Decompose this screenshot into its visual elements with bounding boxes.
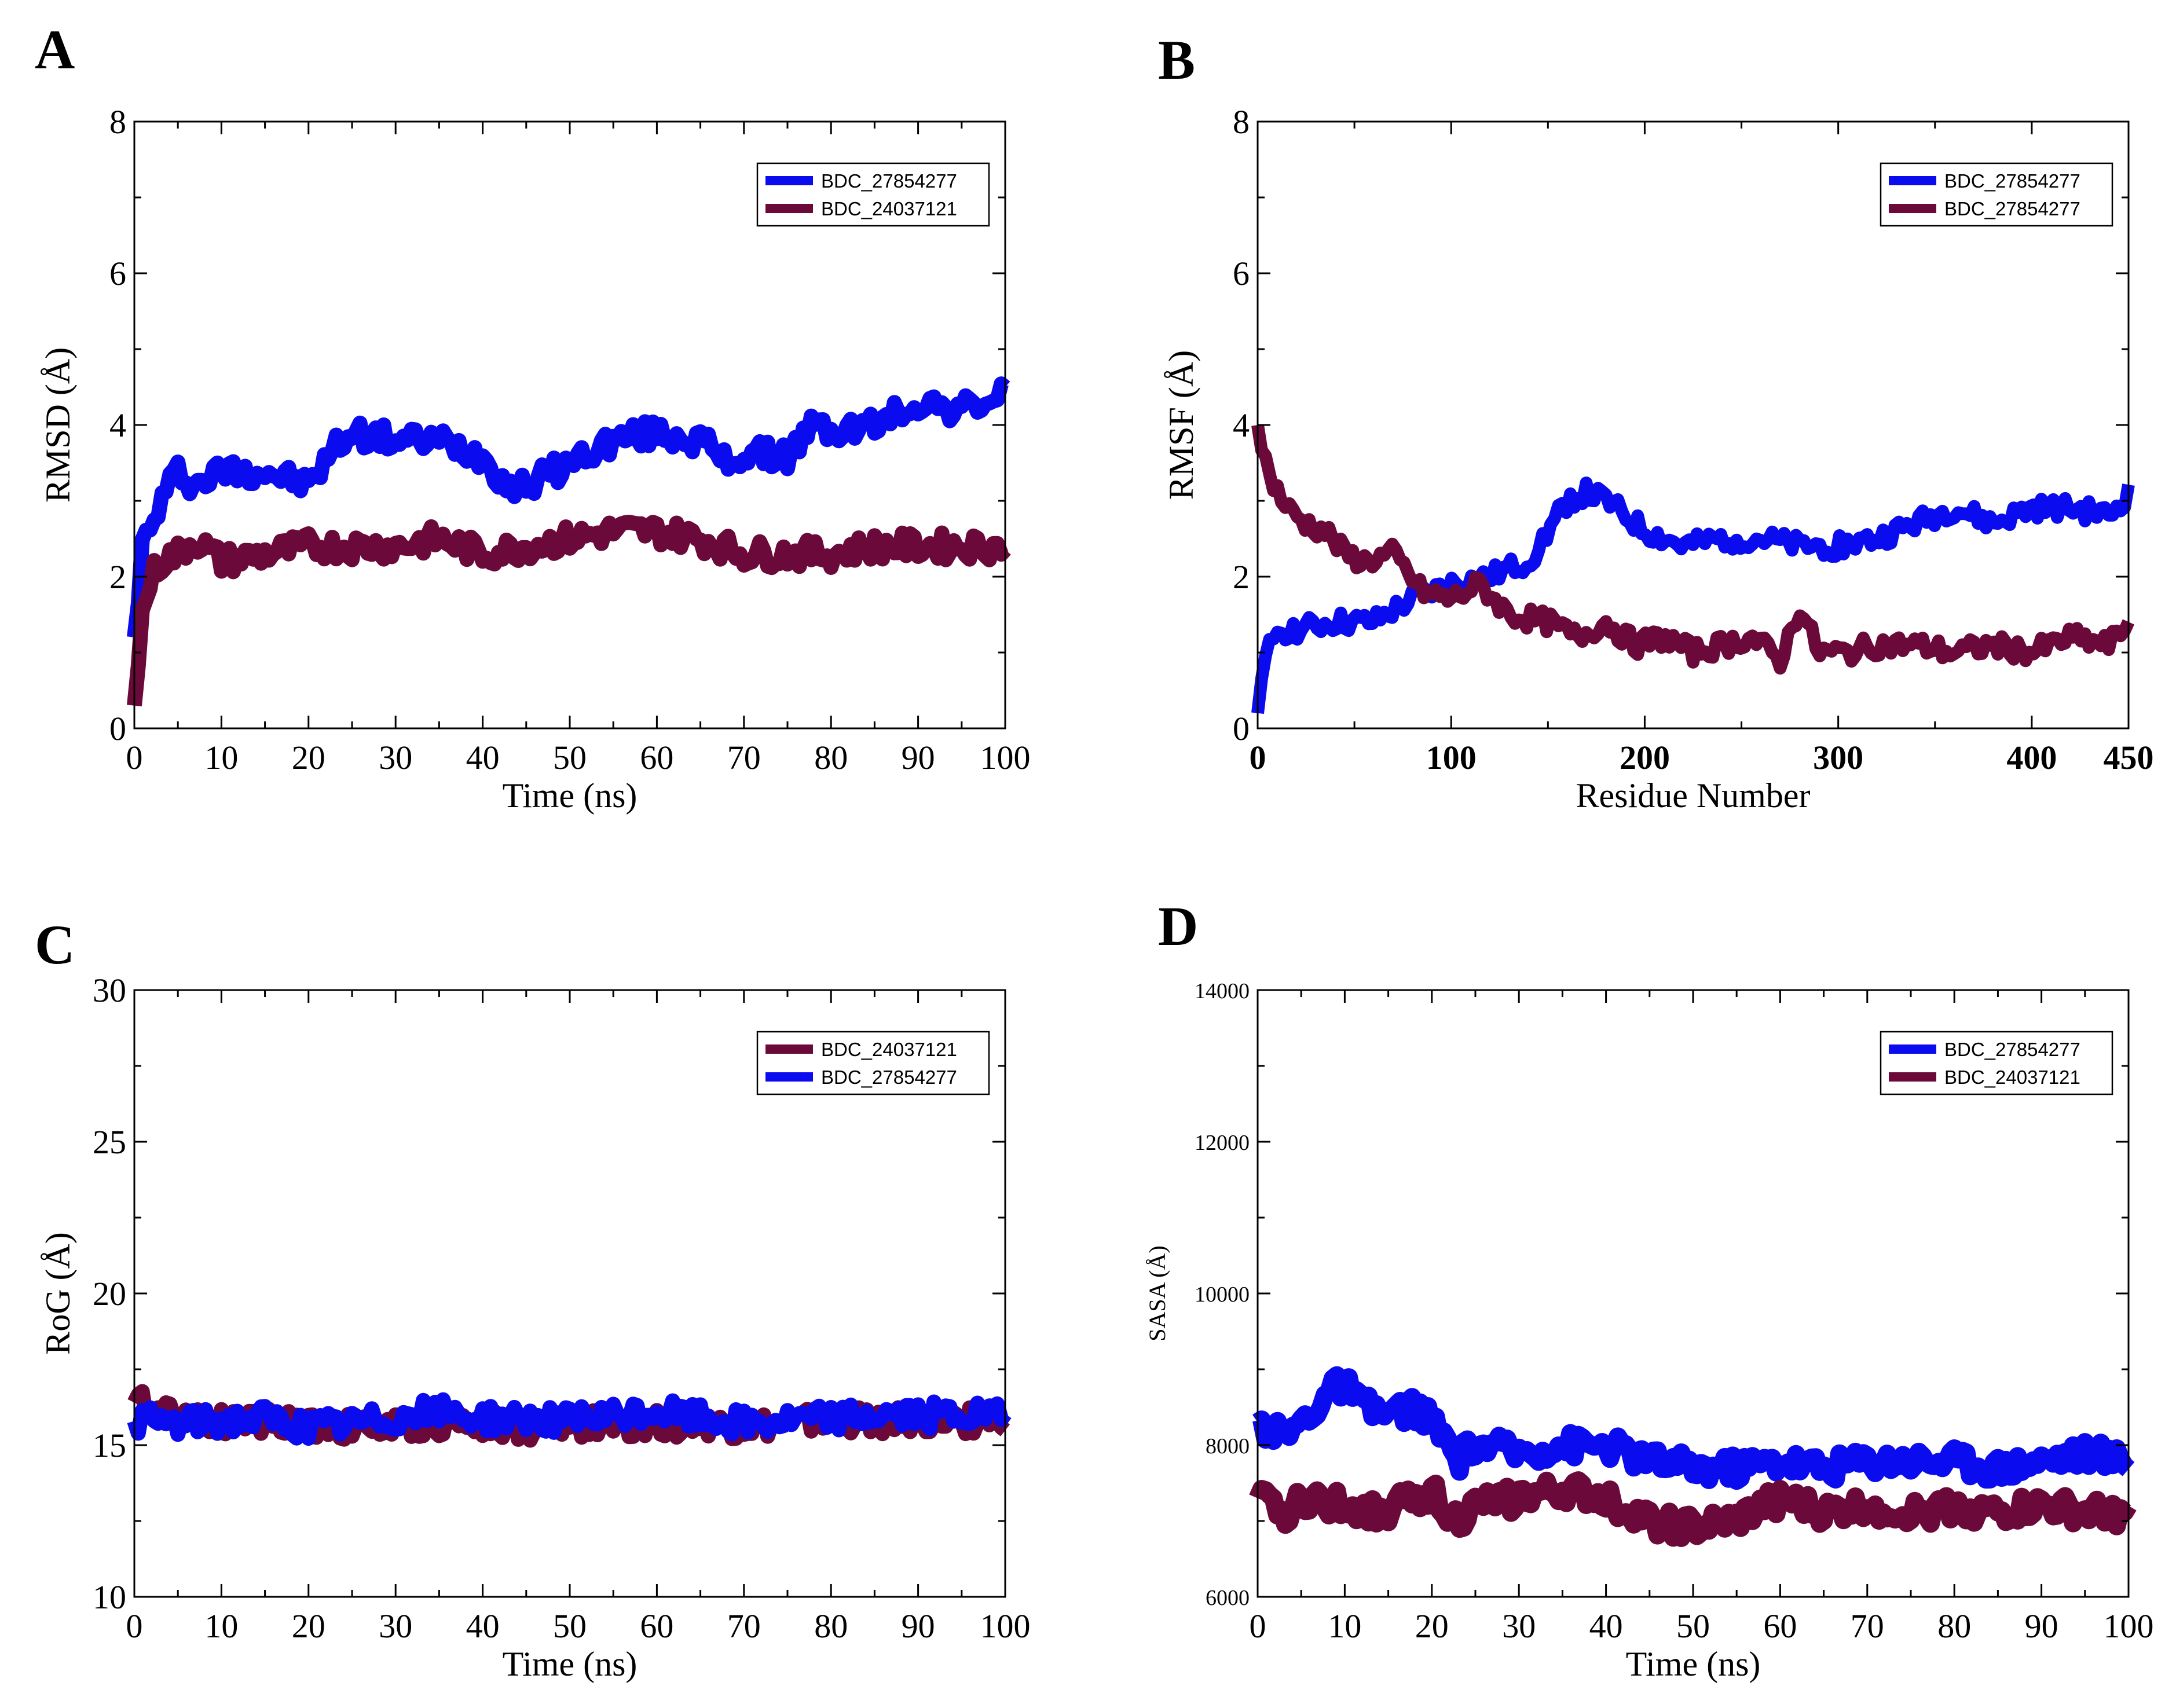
- panel-letter-c: C: [35, 914, 75, 976]
- panel-d-x-tick-label: 80: [1937, 1607, 1971, 1645]
- panel-c-x-tick-label: 40: [466, 1607, 500, 1645]
- panel-b-x-axis-title: Residue Number: [1576, 776, 1811, 815]
- panel-b-x-tick-label: 450: [2104, 739, 2154, 776]
- panel-c-x-tick-label: 10: [204, 1607, 238, 1645]
- panel-b-y-tick-label: 2: [1233, 558, 1250, 596]
- panel-a-x-tick-label: 100: [980, 739, 1031, 776]
- panel-d-y-tick-label: 10000: [1195, 1282, 1250, 1307]
- panel-c-x-axis-title: Time (ns): [503, 1645, 638, 1683]
- panel-c-x-tick-label: 20: [292, 1607, 325, 1645]
- panel-b-y-tick-label: 0: [1233, 710, 1250, 747]
- panel-b-rmsf: B 0 100 200 300 400 450 0 2 4 6 8 Residue Number RMS…: [1158, 29, 2154, 815]
- panel-c-legend-box: [756, 1031, 990, 1095]
- panel-b-x-tick-label: 200: [1620, 739, 1670, 776]
- panel-b-legend-label: BDC_27854277: [1944, 198, 2080, 219]
- panel-a-x-tick-label: 0: [126, 739, 143, 776]
- panel-b-y-tick-label: 4: [1233, 406, 1250, 444]
- panel-a-x-tick-label: 50: [553, 739, 587, 776]
- panel-d-legend-label: BDC_24037121: [1944, 1066, 2080, 1088]
- panel-d-x-axis-title: Time (ns): [1626, 1645, 1761, 1683]
- panel-d-x-tick-label: 70: [1851, 1607, 1884, 1645]
- panel-d-y-tick-label: 8000: [1206, 1434, 1250, 1458]
- panel-a-x-tick-label: 70: [727, 739, 761, 776]
- panel-a-x-tick-label: 90: [902, 739, 935, 776]
- panel-a-x-tick-label: 20: [292, 739, 325, 776]
- panel-a-y-tick-label: 6: [109, 255, 126, 292]
- panel-a-y-tick-label: 4: [109, 406, 126, 444]
- panel-a-x-tick-label: 80: [814, 739, 848, 776]
- panel-b-series-2-line: [1251, 424, 2135, 675]
- panel-a-x-tick-label: 60: [640, 739, 673, 776]
- panel-c-x-tick-label: 100: [980, 1607, 1031, 1645]
- panel-d-y-axis-title: SASA (Å): [1144, 1245, 1170, 1342]
- panel-c-x-tick-label: 70: [727, 1607, 761, 1645]
- panel-c-x-tick-label: 50: [553, 1607, 587, 1645]
- panel-d-y-tick-label: 12000: [1195, 1131, 1250, 1155]
- panel-c-y-tick-label: 20: [93, 1275, 126, 1313]
- panel-a-y-tick-label: 8: [109, 103, 126, 141]
- panel-c-x-tick-label: 90: [902, 1607, 935, 1645]
- panel-a-y-axis-title: RMSD (Å): [39, 347, 77, 503]
- panel-d-series-1-line: [1252, 1366, 2135, 1490]
- panel-a-y-tick-label: 0: [109, 710, 126, 747]
- panel-c-x-tick-label: 60: [640, 1607, 673, 1645]
- panel-letter-a: A: [35, 19, 75, 80]
- panel-letter-b: B: [1158, 29, 1195, 91]
- panel-a-legend-box: [756, 162, 990, 227]
- panel-d-legend: BDC_27854277 BDC_24037121: [1880, 1031, 2113, 1095]
- panel-d-x-tick-label: 90: [2025, 1607, 2058, 1645]
- panel-c-x-tick-label: 30: [379, 1607, 412, 1645]
- panel-d-x-tick-label: 60: [1763, 1607, 1797, 1645]
- panel-letter-d: D: [1158, 895, 1198, 957]
- panel-c-y-tick-label: 30: [93, 972, 126, 1009]
- panel-c-x-tick-label: 80: [814, 1607, 848, 1645]
- panel-a-x-tick-label: 10: [204, 739, 238, 776]
- panel-c-legend: BDC_24037121 BDC_27854277: [756, 1031, 990, 1095]
- panel-a-x-tick-label: 40: [466, 739, 500, 776]
- panel-c-y-axis-title: RoG (Å): [39, 1232, 77, 1355]
- panel-b-x-tick-label: 300: [1813, 739, 1863, 776]
- panel-c-legend-label: BDC_27854277: [821, 1066, 957, 1088]
- panel-d-x-tick-label: 40: [1589, 1607, 1623, 1645]
- panel-d-x-tick-label: 10: [1328, 1607, 1361, 1645]
- panel-b-y-axis-title: RMSF (Å): [1162, 350, 1200, 500]
- panel-c-y-tick-label: 15: [93, 1427, 126, 1464]
- panel-d-x-tick-label: 100: [2104, 1607, 2154, 1645]
- panel-d-legend-label: BDC_27854277: [1944, 1039, 2080, 1060]
- panel-d-x-tick-label: 20: [1415, 1607, 1449, 1645]
- panel-a-x-axis-title: Time (ns): [503, 776, 638, 815]
- panel-a-series-2-line: [127, 515, 1011, 706]
- panel-b-x-tick-label: 0: [1250, 739, 1266, 776]
- panel-b-legend-box: [1880, 162, 2113, 227]
- panel-d-series-2-line: [1249, 1471, 2137, 1547]
- panel-d-sasa: D 0 10 20 30 40 50 60 70 80 90 100 6000 8000 10000 120…: [1144, 895, 2154, 1683]
- panel-b-legend: BDC_27854277 BDC_27854277: [1880, 162, 2113, 227]
- panel-d-x-tick-label: 0: [1250, 1607, 1266, 1645]
- panel-a-rmsd: A 0 10 20 30 40 50 60 70 80 90 100 0 2 4 6 8 Time (ns) RM…: [35, 19, 1031, 815]
- panel-d-y-tick-label: 6000: [1206, 1586, 1250, 1610]
- panel-a-series-1-line: [127, 376, 1010, 639]
- panel-b-series-1-line: [1251, 477, 2135, 714]
- panel-a-x-tick-label: 30: [379, 739, 412, 776]
- panel-b-y-tick-label: 8: [1233, 103, 1250, 141]
- panel-d-x-tick-label: 50: [1676, 1607, 1710, 1645]
- panel-b-x-tick-label: 100: [1426, 739, 1477, 776]
- panel-c-y-tick-label: 10: [93, 1578, 126, 1616]
- panel-c-x-tick-label: 0: [126, 1607, 143, 1645]
- panel-a-legend: BDC_27854277 BDC_24037121: [756, 162, 990, 227]
- panel-d-legend-box: [1880, 1031, 2113, 1095]
- panel-b-legend-label: BDC_27854277: [1944, 170, 2080, 192]
- panel-b-y-tick-label: 6: [1233, 255, 1250, 292]
- panel-c-y-tick-label: 25: [93, 1123, 126, 1161]
- panel-a-y-tick-label: 2: [109, 558, 126, 596]
- panel-b-x-tick-label: 400: [2006, 739, 2057, 776]
- panel-d-y-tick-label: 14000: [1195, 979, 1250, 1003]
- panel-c-legend-label: BDC_24037121: [821, 1039, 957, 1060]
- panel-c-series-2-line: [127, 1392, 1012, 1446]
- panel-a-legend-label: BDC_27854277: [821, 170, 957, 192]
- panel-d-x-tick-label: 30: [1502, 1607, 1536, 1645]
- panel-a-legend-label: BDC_24037121: [821, 198, 957, 219]
